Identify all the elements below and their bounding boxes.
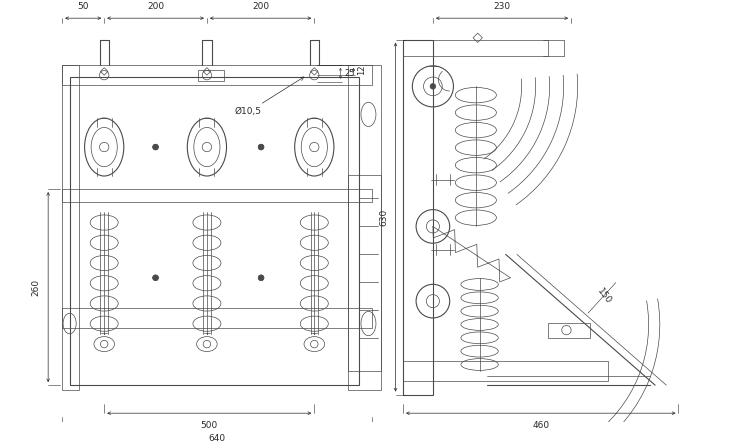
Circle shape [258, 275, 264, 281]
Text: 150: 150 [595, 287, 613, 306]
Bar [62, 189, 372, 202]
Text: 630: 630 [379, 209, 388, 226]
Bar [348, 65, 380, 390]
Bar [197, 69, 223, 81]
Circle shape [153, 144, 158, 150]
Text: 260: 260 [32, 278, 40, 296]
Text: 200: 200 [252, 2, 269, 11]
Bar [62, 65, 79, 390]
Text: 460: 460 [532, 421, 549, 430]
Text: Ø10,5: Ø10,5 [235, 77, 304, 116]
Text: 200: 200 [147, 2, 164, 11]
Bar [548, 323, 590, 338]
Bar [403, 40, 433, 395]
Bar [62, 308, 372, 328]
Bar [403, 40, 548, 57]
Bar [403, 361, 608, 381]
Text: 640: 640 [209, 434, 226, 442]
Text: 230: 230 [494, 2, 511, 11]
Circle shape [258, 144, 264, 150]
Text: 25: 25 [344, 69, 355, 78]
Bar [348, 175, 380, 371]
Bar [62, 65, 372, 85]
Circle shape [430, 84, 436, 89]
Text: 50: 50 [77, 2, 89, 11]
Circle shape [153, 275, 158, 281]
Text: 12: 12 [357, 65, 366, 75]
Bar [70, 77, 359, 385]
Text: 500: 500 [200, 421, 217, 430]
